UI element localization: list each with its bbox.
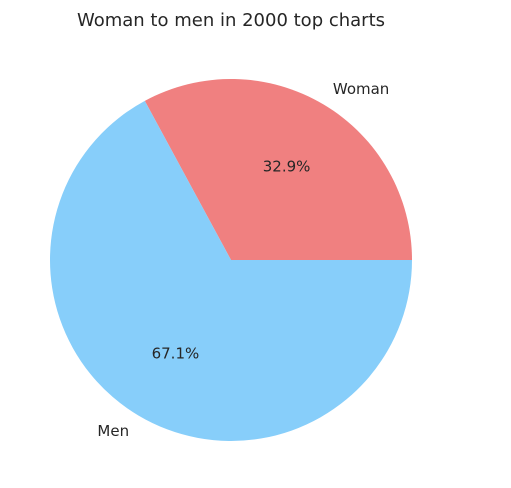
chart-title: Woman to men in 2000 top charts	[77, 10, 385, 31]
slice-percent-men: 67.1%	[152, 344, 200, 362]
pie-slices	[50, 78, 413, 441]
slice-label-woman: Woman	[333, 80, 389, 98]
slice-label-men: Men	[97, 422, 129, 440]
pie-slice-woman	[144, 78, 412, 260]
pie-labels: Woman 32.9% Men 67.1%	[97, 80, 389, 440]
slice-percent-woman: 32.9%	[263, 158, 311, 176]
pie-slice-men	[50, 100, 413, 441]
